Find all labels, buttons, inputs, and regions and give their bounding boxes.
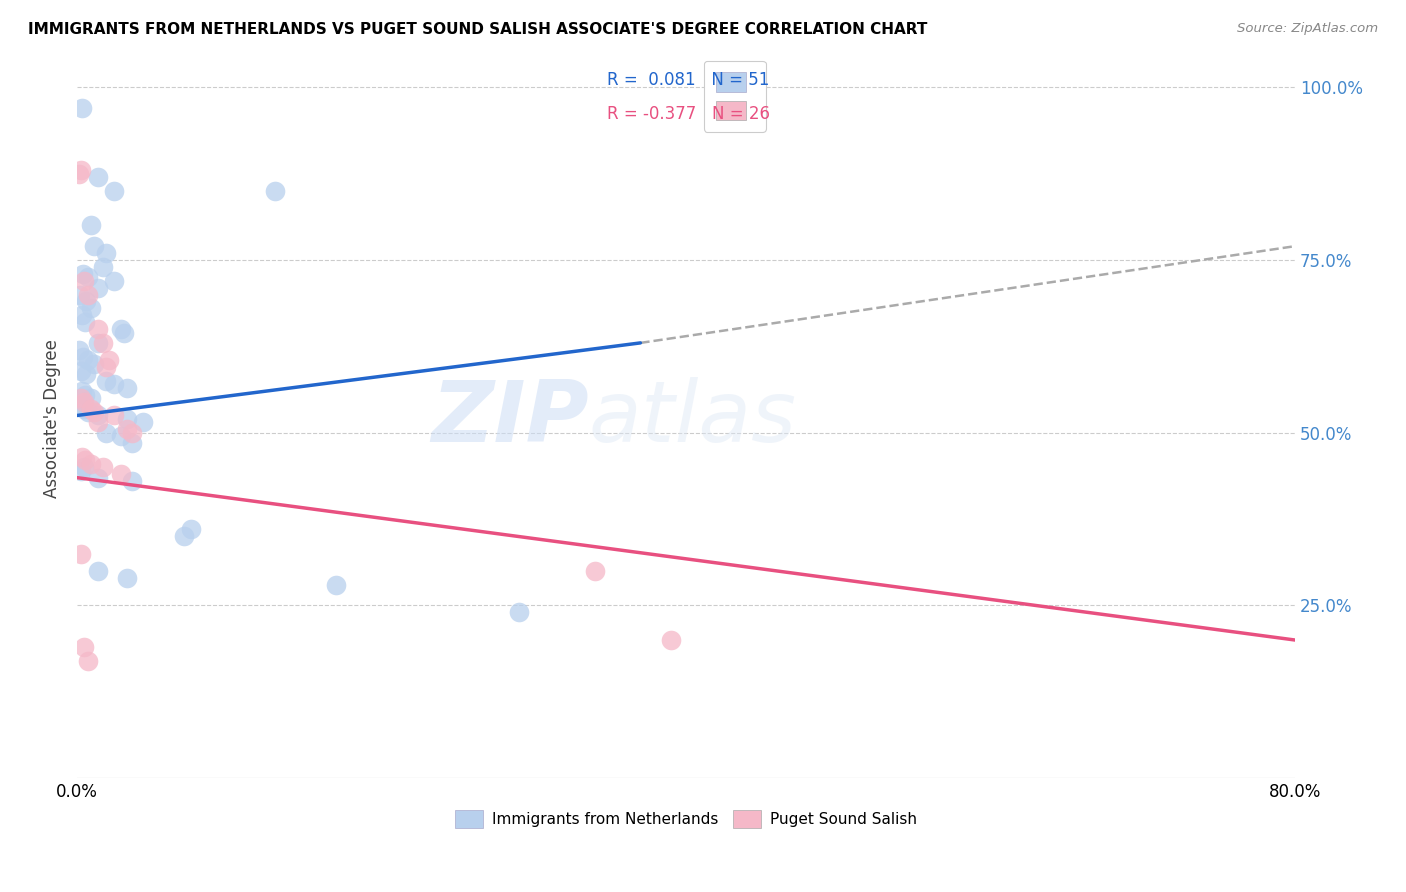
Point [508,606,530,620]
Point [325,578,347,592]
Text: R = -0.377   N = 26: R = -0.377 N = 26 [607,104,770,122]
Point [70,163,93,178]
Point [112,326,135,340]
Point [73,394,96,409]
Point [87,322,110,336]
Point [73,460,96,475]
Point [70,398,93,412]
Point [73,401,96,416]
Point [83,239,105,253]
Point [75,294,97,309]
Point [110,322,132,336]
Legend: Immigrants from Netherlands, Puget Sound Salish: Immigrants from Netherlands, Puget Sound… [447,802,925,835]
Text: IMMIGRANTS FROM NETHERLANDS VS PUGET SOUND SALISH ASSOCIATE'S DEGREE CORRELATION: IMMIGRANTS FROM NETHERLANDS VS PUGET SOU… [28,22,928,37]
Text: ZIP: ZIP [432,377,589,460]
Point [110,467,132,482]
Point [94,246,117,260]
Point [70,391,93,405]
Point [83,357,105,371]
Point [80,219,103,233]
Text: Source: ZipAtlas.com: Source: ZipAtlas.com [1237,22,1378,36]
Point [73,640,96,654]
Point [110,429,132,443]
Point [69,287,91,301]
Point [70,101,93,115]
Point [659,633,682,648]
Point [131,416,153,430]
Point [75,453,97,467]
Point [87,564,110,578]
Point [72,450,94,464]
Point [80,457,103,471]
Point [91,460,114,475]
Point [117,412,139,426]
Text: R =  0.081   N = 51: R = 0.081 N = 51 [607,70,769,88]
Point [117,422,139,436]
Point [583,564,606,578]
Point [80,401,103,416]
Point [72,384,94,399]
Point [72,350,94,364]
Point [70,308,93,322]
Point [264,184,287,198]
Point [180,523,202,537]
Point [76,270,98,285]
Point [117,381,139,395]
Point [103,409,125,423]
Point [87,280,110,294]
Point [117,571,139,585]
Point [94,425,117,440]
Point [67,343,90,357]
Point [83,405,105,419]
Point [72,267,94,281]
Point [91,335,114,350]
Point [87,470,110,484]
Point [80,301,103,316]
Text: atlas: atlas [589,377,797,460]
Point [173,529,195,543]
Point [76,353,98,368]
Point [121,436,143,450]
Point [103,377,125,392]
Point [70,363,93,377]
Point [91,260,114,274]
Point [87,409,110,423]
Point [76,405,98,419]
Point [70,464,93,478]
Point [87,335,110,350]
Point [73,274,96,288]
Point [121,474,143,488]
Point [98,353,121,368]
Point [121,425,143,440]
Point [76,654,98,668]
Point [94,374,117,388]
Point [76,287,98,301]
Point [94,360,117,375]
Point [67,167,90,181]
Point [103,274,125,288]
Y-axis label: Associate's Degree: Associate's Degree [44,340,60,499]
Point [87,170,110,185]
Point [103,184,125,198]
Point [80,391,103,405]
Point [75,388,97,402]
Point [87,416,110,430]
Point [73,315,96,329]
Point [75,367,97,381]
Point [70,547,93,561]
